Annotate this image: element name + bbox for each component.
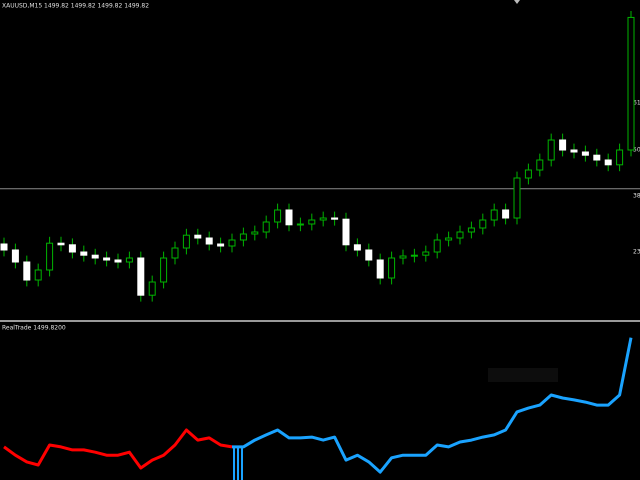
candle-body xyxy=(228,239,236,247)
candle-body xyxy=(34,269,42,281)
candle-body xyxy=(559,139,567,151)
candle-body xyxy=(604,159,612,166)
candle-body xyxy=(46,242,54,271)
candle-body xyxy=(217,243,225,247)
candle-body xyxy=(239,233,247,241)
candle-body xyxy=(103,257,111,261)
candle-body xyxy=(547,139,555,161)
candle-body xyxy=(502,209,510,219)
candle-body xyxy=(388,257,396,279)
candle-body xyxy=(23,261,31,281)
candle-body xyxy=(331,217,339,220)
histogram-bar xyxy=(233,446,235,480)
candle-body xyxy=(376,259,384,279)
candle-body xyxy=(80,251,88,256)
candle-body xyxy=(160,257,168,283)
candle-body xyxy=(456,231,464,239)
candle-body xyxy=(68,244,76,253)
candle-body xyxy=(137,257,145,296)
candle-body xyxy=(251,231,259,235)
candle-body xyxy=(57,242,65,246)
level-label: 61 xyxy=(633,100,640,107)
candle-body xyxy=(593,154,601,161)
histogram-bar xyxy=(241,446,243,480)
chart-title: XAUUSD,M15 1499.82 1499.82 1499.82 1499.… xyxy=(2,3,149,10)
shift-marker xyxy=(514,0,520,4)
indicator-title: RealTrade 1499.8200 xyxy=(2,325,66,332)
candle-body xyxy=(570,149,578,153)
candle-body xyxy=(422,251,430,256)
candle-body xyxy=(399,255,407,259)
candle-body xyxy=(171,247,179,259)
candle-body xyxy=(581,151,589,156)
candle-body xyxy=(319,217,327,221)
candle-body xyxy=(616,149,624,166)
candle-body xyxy=(342,218,350,246)
candle-body xyxy=(308,219,316,225)
candle-body xyxy=(205,237,213,245)
candle-body xyxy=(627,16,635,151)
candle-body xyxy=(91,254,99,259)
indicator-box xyxy=(488,368,558,382)
level-label: 50 xyxy=(633,147,640,154)
candle-body xyxy=(0,243,8,251)
candle-body xyxy=(182,234,190,249)
indicator-line xyxy=(3,428,233,470)
candle-body xyxy=(445,237,453,241)
candle-body xyxy=(194,234,202,239)
candle-body xyxy=(513,177,521,219)
candle-body xyxy=(274,209,282,223)
candle-body xyxy=(433,239,441,253)
candle-body xyxy=(479,219,487,229)
candle-body xyxy=(467,227,475,233)
candle-body xyxy=(524,169,532,179)
histogram-bar xyxy=(237,446,239,480)
candle-body xyxy=(262,221,270,233)
level-label: 23 xyxy=(633,248,640,255)
candle-body xyxy=(365,249,373,261)
candle-body xyxy=(296,223,304,226)
candle-body xyxy=(11,249,19,263)
candle-body xyxy=(125,257,133,263)
candle-body xyxy=(114,259,122,263)
candle-body xyxy=(285,209,293,226)
candle-body xyxy=(353,244,361,251)
candle-body xyxy=(536,159,544,171)
candle-body xyxy=(490,209,498,221)
indicator-line xyxy=(232,337,633,474)
candle-body xyxy=(148,281,156,296)
candle-body xyxy=(410,254,418,257)
level-label: 38 xyxy=(633,192,640,199)
